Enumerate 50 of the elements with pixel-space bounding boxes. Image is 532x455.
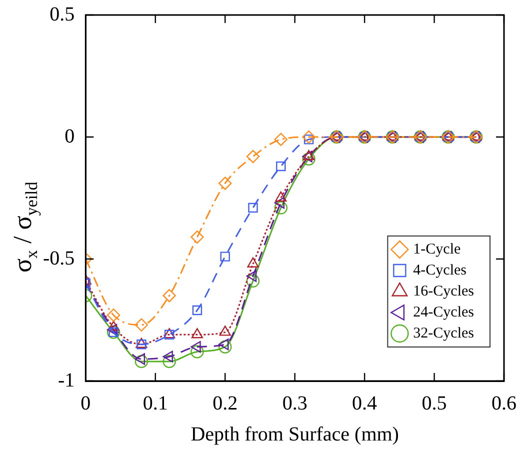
y-tick-label: -1	[58, 369, 75, 392]
point	[276, 161, 286, 172]
point	[274, 197, 284, 209]
point	[134, 318, 148, 332]
x-tick-label: 0	[80, 392, 91, 414]
point	[162, 289, 176, 302]
point	[246, 150, 260, 164]
point	[106, 308, 120, 322]
point	[219, 326, 231, 336]
point	[274, 201, 288, 214]
x-tick-label: 0.4	[352, 392, 378, 414]
x-tick-label: 0.5	[422, 392, 447, 414]
y-tick-label: 0	[64, 125, 75, 148]
legend-label: 24-Cycles	[413, 304, 474, 320]
point	[162, 354, 176, 368]
point	[191, 328, 204, 338]
point	[190, 341, 201, 353]
x-tick-label: 0.1	[142, 392, 168, 414]
x-axis-title: Depth from Surface (mm)	[190, 423, 399, 446]
point	[192, 305, 202, 316]
legend-label: 32-Cycles	[413, 325, 474, 342]
x-tick-label: 0.6	[492, 392, 516, 414]
point	[248, 202, 258, 213]
point	[302, 130, 316, 144]
point	[190, 345, 204, 358]
point	[108, 320, 120, 331]
point	[190, 230, 204, 244]
point	[220, 252, 230, 262]
point	[302, 150, 312, 162]
legend-label: 1-Cycle	[413, 241, 462, 258]
point	[134, 353, 146, 365]
point	[218, 176, 232, 190]
point	[302, 150, 315, 160]
point	[162, 350, 173, 362]
point	[218, 338, 229, 350]
legend-label: 4-Cycles	[413, 262, 467, 278]
y-tick-label: 0.5	[50, 3, 75, 26]
point	[274, 132, 288, 146]
legend-label: 16-Cycles	[413, 283, 474, 300]
point	[246, 270, 257, 282]
x-tick-label: 0.2	[212, 392, 238, 414]
point	[134, 354, 148, 368]
point	[302, 152, 316, 166]
x-tick-label: 0.3	[282, 392, 308, 414]
y-tick-label: -0.5	[42, 247, 75, 270]
point	[106, 324, 118, 336]
point	[247, 257, 259, 268]
point	[218, 340, 232, 354]
point	[246, 274, 260, 288]
point	[275, 191, 287, 202]
